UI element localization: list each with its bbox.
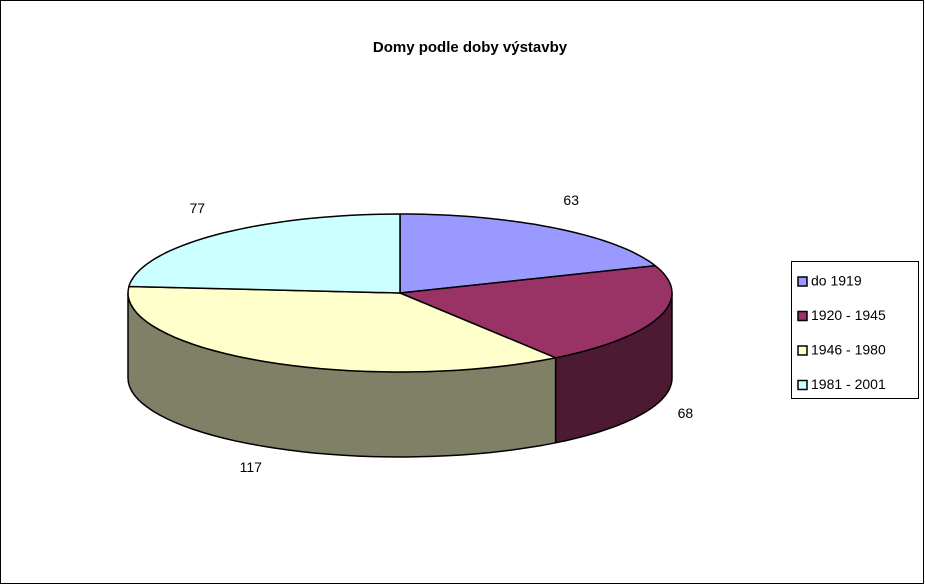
legend-label: 1981 - 2001	[811, 376, 886, 392]
slice	[128, 213, 401, 294]
slice	[127, 285, 557, 373]
legend-swatch	[797, 345, 808, 356]
legend-label: do 1919	[811, 273, 862, 289]
data-label: 68	[678, 405, 694, 421]
slice	[399, 213, 656, 294]
data-label: 77	[190, 200, 206, 216]
legend-swatch	[797, 276, 808, 287]
legend-label: 1920 - 1945	[811, 307, 886, 323]
data-label: 117	[240, 459, 263, 475]
slice	[399, 264, 673, 359]
legend-label: 1946 - 1980	[811, 342, 886, 358]
legend-swatch	[797, 379, 808, 391]
data-label: 63	[563, 192, 579, 208]
legend-box	[791, 261, 919, 399]
legend-swatch	[797, 310, 808, 322]
chart-title: Domy podle doby výstavby	[373, 39, 568, 56]
